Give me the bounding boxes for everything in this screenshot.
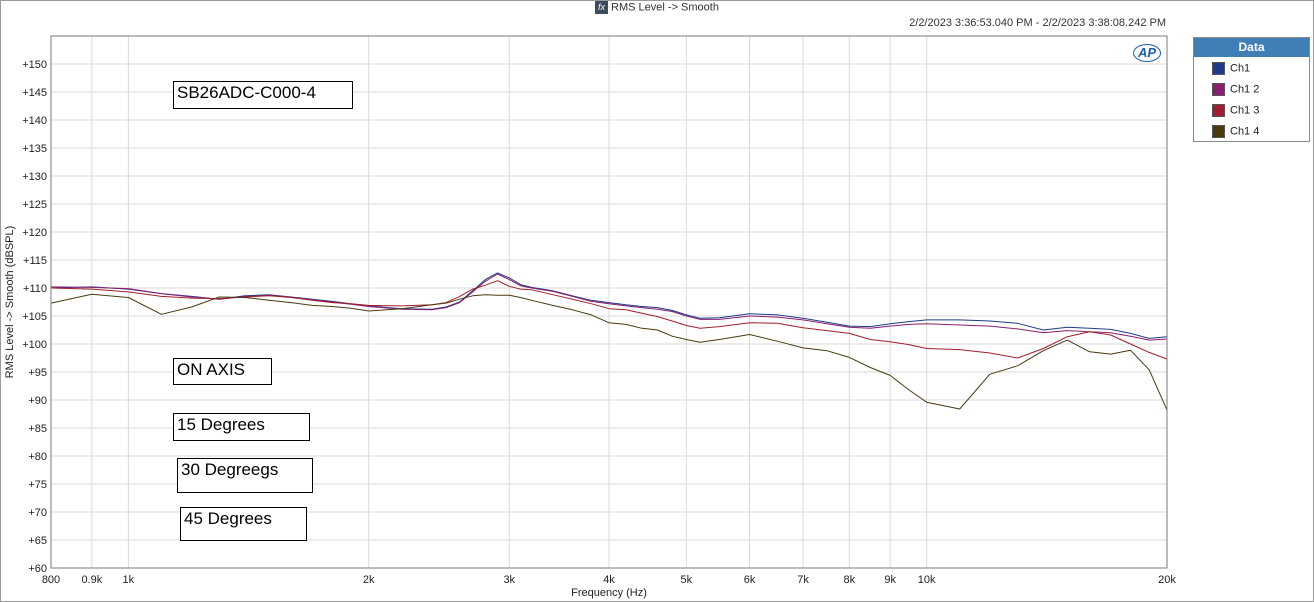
x-tick-label: 6k	[744, 574, 756, 586]
legend-title: Data	[1194, 38, 1309, 57]
annotation-45-degrees: 45 Degrees	[180, 507, 307, 541]
x-tick-label: 4k	[603, 574, 615, 586]
y-tick-label: +125	[22, 199, 47, 211]
annotation-model: SB26ADC-C000-4	[173, 81, 353, 109]
y-tick-labels: +60 +65 +70 +75 +80 +85 +90 +95 +100 +105 +110 +115…	[22, 59, 47, 575]
x-axis-label: Frequency (Hz)	[571, 587, 647, 599]
series-lines	[50, 272, 1168, 411]
y-tick-label: +75	[28, 479, 47, 491]
chart-title: fx RMS Level -> Smooth	[0, 1, 1314, 14]
y-tick-label: +135	[22, 143, 47, 155]
y-tick-label: +150	[22, 59, 47, 71]
y-tick-label: +100	[22, 339, 47, 351]
y-tick-label: +70	[28, 507, 47, 519]
y-tick-label: +60	[28, 563, 47, 575]
legend-entry: Ch1	[1212, 62, 1250, 75]
y-tick-label: +105	[22, 311, 47, 323]
annotation-on-axis: ON AXIS	[173, 358, 272, 385]
y-tick-label: +95	[28, 367, 47, 379]
legend-panel: Data Ch1 Ch1 2 Ch1 3 Ch1 4	[1193, 37, 1310, 142]
y-tick-label: +80	[28, 451, 47, 463]
legend-entry: Ch1 4	[1212, 125, 1259, 138]
annotation-15-degrees: 15 Degrees	[173, 413, 310, 441]
fx-icon: fx	[595, 1, 609, 14]
legend-label: Ch1 4	[1230, 125, 1260, 138]
y-tick-label: +145	[22, 87, 47, 99]
legend-label: Ch1	[1230, 62, 1251, 75]
legend-swatch	[1212, 62, 1225, 75]
y-tick-label: +130	[22, 171, 47, 183]
x-tick-label: 9k	[884, 574, 896, 586]
x-tick-label: 0.9k	[81, 574, 102, 586]
legend-swatch	[1212, 104, 1225, 117]
x-tick-label: 8k	[844, 574, 856, 586]
annotation-30-degrees: 30 Degreegs	[177, 458, 313, 493]
x-tick-label: 800	[42, 574, 60, 586]
series-line-4	[50, 293, 1168, 411]
x-tick-label: 20k	[1158, 574, 1176, 586]
legend-entry: Ch1 2	[1212, 83, 1259, 96]
ap-logo-icon: AP	[1133, 44, 1161, 62]
y-tick-label: +110	[23, 283, 47, 295]
y-tick-label: +65	[28, 535, 47, 547]
plot-border	[50, 35, 1168, 569]
legend-label: Ch1 2	[1230, 83, 1260, 96]
x-tick-label: 2k	[363, 574, 375, 586]
x-tick-label: 5k	[681, 574, 693, 586]
x-tick-label: 1k	[123, 574, 135, 586]
chart-title-text: RMS Level -> Smooth	[611, 1, 719, 14]
x-tick-label: 3k	[503, 574, 515, 586]
y-tick-label: +120	[22, 227, 47, 239]
y-axis-label: RMS Level -> Smooth (dBSPL)	[4, 226, 16, 379]
legend-entry: Ch1 3	[1212, 104, 1259, 117]
x-tick-label: 7k	[797, 574, 809, 586]
y-tick-label: +90	[28, 395, 47, 407]
legend-swatch	[1212, 125, 1225, 138]
timestamp-range: 2/2/2023 3:36:53.040 PM - 2/2/2023 3:38:…	[909, 17, 1166, 29]
series-line-1	[50, 272, 1168, 339]
series-line-3	[50, 280, 1168, 360]
legend-swatch	[1212, 83, 1225, 96]
y-tick-label: +115	[23, 255, 47, 267]
x-tick-labels: 800 0.9k 1k 2k 3k 4k 5k 6k 7k 8k 9k 10k 20k	[42, 574, 1177, 586]
y-tick-label: +140	[22, 115, 47, 127]
y-tick-label: +85	[28, 423, 47, 435]
legend-label: Ch1 3	[1230, 104, 1260, 117]
x-tick-label: 10k	[918, 574, 936, 586]
